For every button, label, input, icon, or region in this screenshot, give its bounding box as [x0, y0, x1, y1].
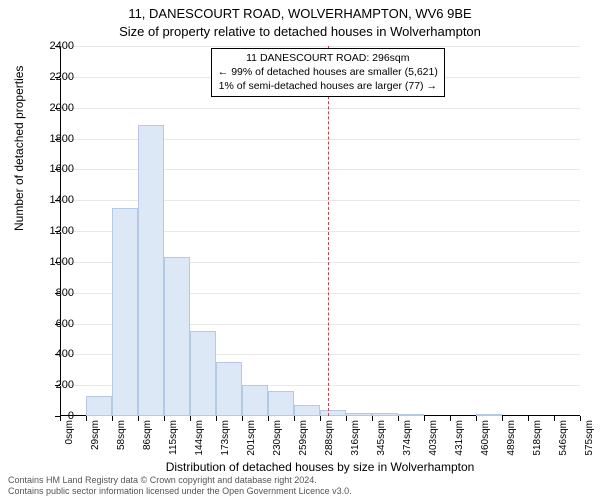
ytick-label: 1600 [24, 163, 74, 175]
xtick-mark [190, 416, 191, 421]
xtick-mark [346, 416, 347, 421]
histogram-bar [294, 405, 320, 416]
x-axis-label: Distribution of detached houses by size … [60, 460, 580, 474]
page-title-line1: 11, DANESCOURT ROAD, WOLVERHAMPTON, WV6 … [0, 6, 600, 21]
xtick-mark [86, 416, 87, 421]
histogram-chart: 0sqm29sqm58sqm86sqm115sqm144sqm173sqm201… [60, 46, 580, 416]
xtick-mark [476, 416, 477, 421]
reference-marker-line [328, 46, 329, 416]
histogram-bar [190, 331, 216, 416]
ytick-label: 2200 [24, 71, 74, 83]
xtick-mark [112, 416, 113, 421]
histogram-bar [320, 410, 346, 416]
xtick-mark [372, 416, 373, 421]
callout-box: 11 DANESCOURT ROAD: 296sqm← 99% of detac… [211, 48, 445, 97]
xtick-mark [294, 416, 295, 421]
xtick-mark [242, 416, 243, 421]
ytick-label: 1000 [24, 256, 74, 268]
histogram-bar [216, 362, 242, 416]
xtick-label: 575sqm [584, 420, 595, 470]
callout-line: 11 DANESCOURT ROAD: 296sqm [218, 51, 438, 65]
histogram-bar [138, 125, 164, 416]
xtick-mark [320, 416, 321, 421]
histogram-bar [86, 396, 112, 416]
xtick-mark [268, 416, 269, 421]
ytick-label: 2400 [24, 40, 74, 52]
ytick-label: 600 [24, 318, 74, 330]
ytick-label: 2000 [24, 102, 74, 114]
histogram-bar [398, 414, 424, 416]
ytick-label: 800 [24, 287, 74, 299]
xtick-mark [138, 416, 139, 421]
footer-credits: Contains HM Land Registry data © Crown c… [8, 475, 352, 497]
xtick-mark [216, 416, 217, 421]
ytick-label: 200 [24, 379, 74, 391]
histogram-bar [112, 208, 138, 416]
xtick-mark [528, 416, 529, 421]
ytick-label: 0 [24, 410, 74, 422]
ytick-label: 1200 [24, 225, 74, 237]
footer-line-1: Contains HM Land Registry data © Crown c… [8, 475, 352, 486]
gridline [60, 108, 580, 109]
histogram-bar [346, 413, 372, 416]
plot-area: 0sqm29sqm58sqm86sqm115sqm144sqm173sqm201… [60, 46, 580, 416]
footer-line-2: Contains public sector information licen… [8, 486, 352, 497]
xtick-mark [164, 416, 165, 421]
histogram-bar [242, 385, 268, 416]
histogram-bar [164, 257, 190, 416]
xtick-mark [554, 416, 555, 421]
histogram-bar [268, 391, 294, 416]
ytick-label: 400 [24, 348, 74, 360]
gridline [60, 46, 580, 47]
histogram-bar [372, 413, 398, 416]
xtick-mark [580, 416, 581, 421]
y-axis-label: Number of detached properties [12, 66, 26, 231]
histogram-bar [476, 414, 502, 416]
callout-line: ← 99% of detached houses are smaller (5,… [218, 65, 438, 79]
ytick-label: 1400 [24, 194, 74, 206]
xtick-mark [424, 416, 425, 421]
xtick-mark [398, 416, 399, 421]
callout-line: 1% of semi-detached houses are larger (7… [218, 79, 438, 93]
xtick-mark [502, 416, 503, 421]
page-title-line2: Size of property relative to detached ho… [0, 24, 600, 39]
xtick-mark [450, 416, 451, 421]
ytick-label: 1800 [24, 133, 74, 145]
